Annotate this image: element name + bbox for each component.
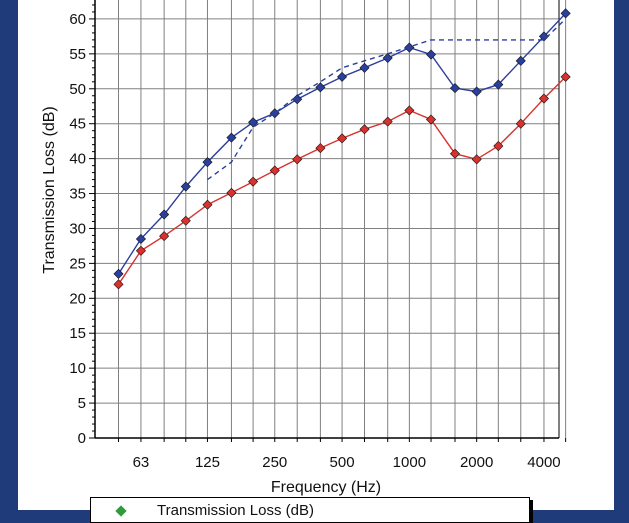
- y-axis: 05101520253035404550556065: [69, 4, 95, 447]
- series-1-point: [515, 118, 526, 129]
- series-line-2: [207, 18, 567, 181]
- series-1-point: [292, 154, 303, 165]
- series-0-point: [135, 233, 146, 244]
- series-group: [113, 8, 571, 290]
- series-0-point: [315, 82, 326, 93]
- y-tick-label: 45: [69, 116, 86, 133]
- series-0-point: [226, 132, 237, 143]
- series-0-point: [248, 117, 259, 128]
- x-tick-label: 250: [262, 454, 287, 471]
- y-tick-label: 55: [69, 46, 86, 63]
- series-1-point: [404, 105, 415, 116]
- y-tick-label: 15: [69, 325, 86, 342]
- y-tick-label: 5: [78, 395, 86, 412]
- y-tick-label: 35: [69, 186, 86, 203]
- x-tick-label: 63: [133, 454, 150, 471]
- x-tick-label: 125: [195, 454, 220, 471]
- series-0-point: [180, 181, 191, 192]
- series-1-point: [359, 124, 370, 135]
- series-1-point: [382, 116, 393, 127]
- series-0-point: [359, 62, 370, 73]
- series-1-point: [226, 187, 237, 198]
- series-1-point: [560, 71, 571, 82]
- legend-entry: Transmission Loss (dB): [157, 502, 314, 519]
- series-1-point: [471, 154, 482, 165]
- series-0-point: [471, 86, 482, 97]
- series-0-point: [493, 79, 504, 90]
- series-0-point: [426, 49, 437, 60]
- series-0-point: [404, 42, 415, 53]
- legend: Transmission Loss (dB): [90, 497, 530, 523]
- series-1-point: [202, 199, 213, 210]
- series-0-point: [449, 83, 461, 94]
- window-frame: 05101520253035404550556065 6312525050010…: [18, 0, 614, 523]
- series-0-point: [560, 8, 571, 19]
- y-tick-label: 25: [69, 255, 86, 272]
- series-1-point: [493, 141, 504, 152]
- x-axis-label: Frequency (Hz): [271, 479, 381, 496]
- y-tick-label: 0: [78, 430, 86, 447]
- grid: [94, 0, 567, 439]
- y-axis-label: Transmission Loss (dB): [41, 106, 58, 273]
- y-tick-label: 20: [69, 290, 86, 307]
- x-tick-label: 500: [330, 454, 355, 471]
- series-1-point: [135, 245, 146, 256]
- series-0-point: [202, 157, 213, 168]
- chart-panel: 05101520253035404550556065 6312525050010…: [18, 0, 614, 523]
- x-tick-label: 2000: [460, 454, 493, 471]
- series-1-point: [449, 148, 461, 159]
- series-1-point: [315, 143, 326, 154]
- x-tick-label: 1000: [393, 454, 426, 471]
- y-tick-label: 40: [69, 151, 86, 168]
- series-0-point: [538, 31, 549, 42]
- transmission-loss-chart: 05101520253035404550556065 6312525050010…: [41, 0, 571, 496]
- series-0-point: [515, 55, 526, 66]
- y-tick-label: 30: [69, 220, 86, 237]
- series-1-point: [159, 231, 170, 242]
- series-1-point: [113, 279, 124, 290]
- x-tick-label: 4000: [527, 454, 560, 471]
- y-tick-label: 50: [69, 81, 86, 98]
- series-1-point: [337, 133, 348, 144]
- y-tick-label: 10: [69, 360, 86, 377]
- series-0-point: [292, 94, 303, 105]
- series-1-point: [538, 93, 549, 104]
- series-0-point: [159, 209, 170, 220]
- series-1-point: [426, 114, 437, 125]
- series-0-point: [382, 53, 393, 64]
- series-1-point: [269, 165, 280, 176]
- series-0-point: [113, 268, 124, 279]
- y-tick-label: 60: [69, 11, 86, 28]
- series-1-point: [180, 215, 191, 226]
- x-axis: 63 125 250 500 1000 2000 4000: [118, 438, 567, 471]
- legend-marker-icon: [115, 505, 127, 517]
- series-0-point: [337, 71, 348, 82]
- series-1-point: [248, 176, 259, 187]
